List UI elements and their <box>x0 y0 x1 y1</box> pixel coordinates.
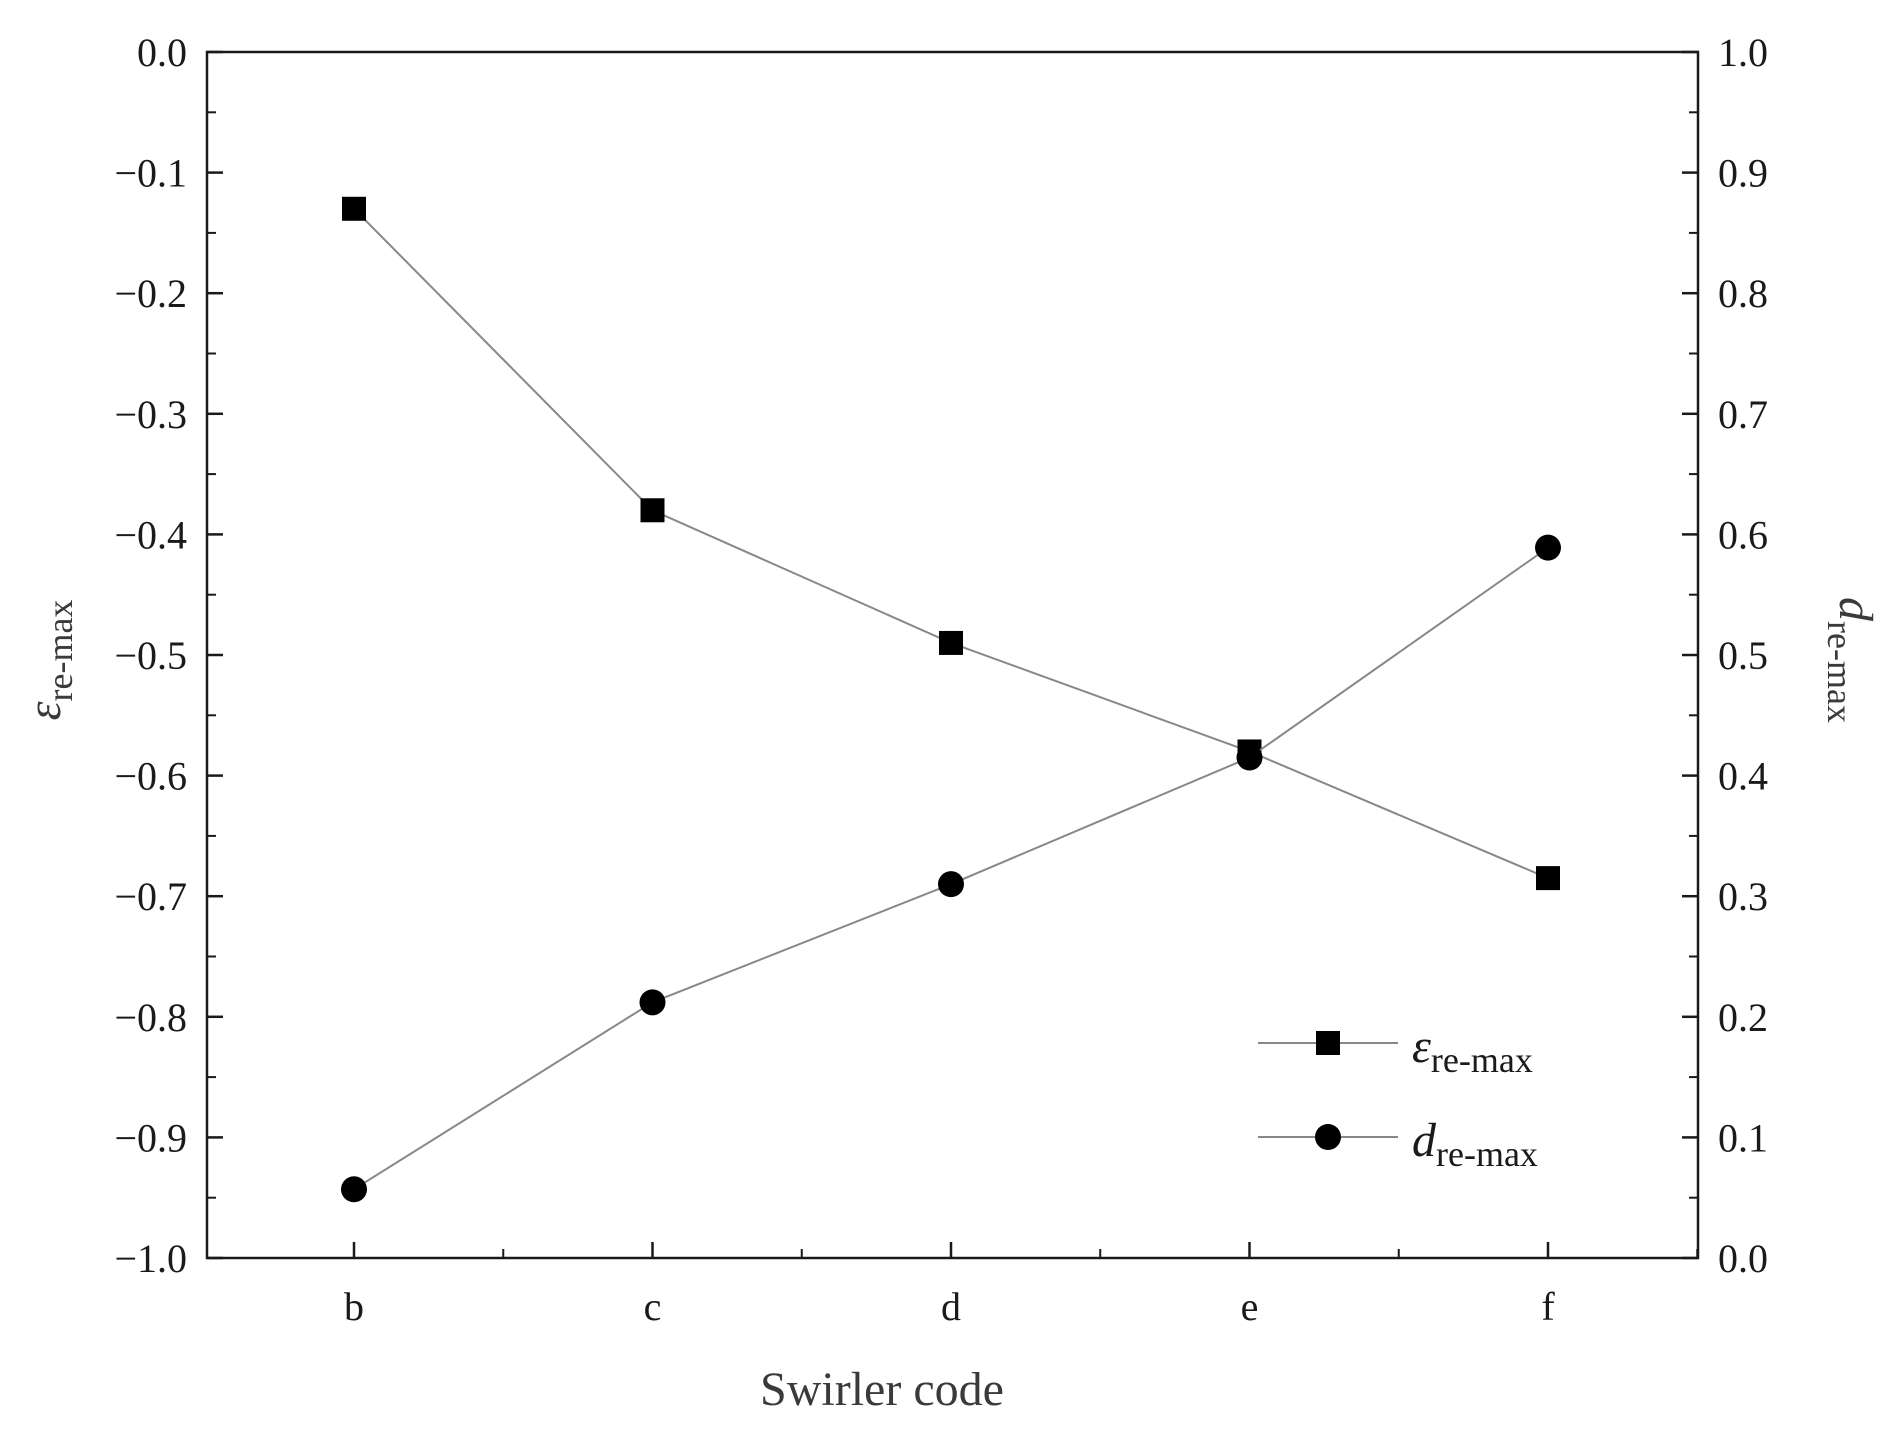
svg-text:εre-max: εre-max <box>18 600 80 721</box>
right-axis-title-main: d <box>1829 597 1882 622</box>
x-tick-label: d <box>941 1284 961 1329</box>
left-axis-title-sub: re-max <box>40 600 80 702</box>
legend-d-main: d <box>1412 1114 1437 1167</box>
left-tick-label: −0.2 <box>114 271 187 316</box>
left-axis-title-main: ε <box>18 701 71 720</box>
x-tick-label: e <box>1241 1284 1259 1329</box>
series-d <box>341 534 1561 1203</box>
svg-text:εre-max: εre-max <box>1412 1020 1533 1080</box>
left-tick-label: −0.5 <box>114 633 187 678</box>
data-point-circle <box>1535 534 1561 561</box>
legend-item-epsilon: εre-max <box>1258 1020 1533 1080</box>
x-tick-label: f <box>1541 1284 1555 1329</box>
left-tick-label: −0.3 <box>114 392 187 437</box>
left-tick-label: 0.0 <box>137 30 187 75</box>
right-tick-label: 0.1 <box>1718 1115 1768 1160</box>
data-point-circle <box>341 1176 367 1203</box>
legend-item-d: dre-max <box>1258 1114 1538 1174</box>
right-tick-label: 0.8 <box>1718 271 1768 316</box>
svg-text:dre-max: dre-max <box>1412 1114 1538 1174</box>
x-tick-label: b <box>344 1284 364 1329</box>
right-tick-label: 0.0 <box>1718 1236 1768 1281</box>
left-tick-label: −0.4 <box>114 512 187 557</box>
left-tick-label: −0.8 <box>114 995 187 1040</box>
series-epsilon <box>342 196 1560 891</box>
legend: εre-max dre-max <box>1258 1020 1538 1174</box>
data-point-circle <box>639 989 666 1016</box>
left-tick-label: −1.0 <box>114 1236 187 1281</box>
right-tick-label: 0.7 <box>1718 392 1768 437</box>
right-tick-label: 0.5 <box>1718 633 1768 678</box>
left-axis: 0.0 −0.1 −0.2 −0.3 −0.4 −0.5 −0.6 −0.7 −0.8 −0.9 −… <box>114 30 223 1281</box>
x-axis-title: Swirler code <box>760 1363 1004 1416</box>
right-tick-label: 0.6 <box>1718 512 1768 557</box>
left-tick-label: −0.9 <box>114 1115 187 1160</box>
right-tick-label: 0.9 <box>1718 151 1768 196</box>
data-point-square <box>640 498 665 523</box>
right-tick-label: 1.0 <box>1718 30 1768 75</box>
right-tick-label: 0.2 <box>1718 995 1768 1040</box>
left-axis-title: εre-max <box>18 600 80 721</box>
left-tick-label: −0.1 <box>114 151 187 196</box>
legend-epsilon-main: ε <box>1412 1020 1431 1073</box>
right-tick-label: 0.3 <box>1718 874 1768 919</box>
left-tick-label: −0.7 <box>114 874 187 919</box>
data-point-square <box>1536 866 1560 891</box>
x-axis: b c d e f <box>344 1242 1699 1329</box>
right-axis-title-sub: re-max <box>1820 621 1860 723</box>
legend-square-marker <box>1316 1031 1340 1055</box>
legend-d-sub: re-max <box>1436 1134 1538 1174</box>
right-axis-title: dre-max <box>1820 597 1882 723</box>
legend-epsilon-sub: re-max <box>1431 1040 1533 1080</box>
right-axis: 1.0 0.9 0.8 0.7 0.6 0.5 0.4 0.3 0.2 0.1 0.0 <box>1682 30 1768 1281</box>
svg-text:dre-max: dre-max <box>1820 597 1882 723</box>
data-point-circle <box>1236 744 1263 771</box>
series-layer <box>341 196 1561 1203</box>
x-tick-label: c <box>644 1284 662 1329</box>
data-point-square <box>342 196 366 221</box>
data-point-circle <box>938 871 964 898</box>
right-tick-label: 0.4 <box>1718 754 1768 799</box>
left-tick-label: −0.6 <box>114 754 187 799</box>
series-line <box>353 208 1549 880</box>
data-point-square <box>939 630 963 655</box>
legend-circle-marker <box>1315 1124 1341 1150</box>
